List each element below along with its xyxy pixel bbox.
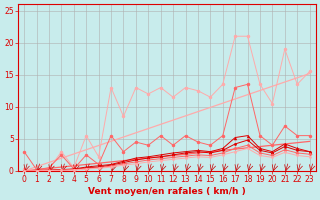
X-axis label: Vent moyen/en rafales ( km/h ): Vent moyen/en rafales ( km/h ) [88, 187, 246, 196]
